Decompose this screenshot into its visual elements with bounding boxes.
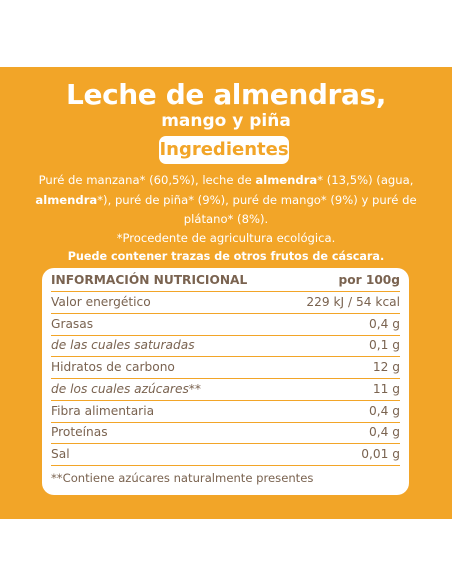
nutrient-value: 11 g: [372, 381, 400, 396]
nutrient-value: 12 g: [372, 360, 400, 375]
nutrition-table: INFORMACIÓN NUTRICIONAL por 100g Valor e…: [42, 268, 409, 495]
ingredients-allergen: almendra: [35, 192, 98, 207]
nutrition-row: Proteínas 0,4 g: [51, 422, 400, 445]
nutrition-row: Grasas 0,4 g: [51, 314, 400, 336]
nutrition-row: de los cuales azúcares** 11 g: [51, 379, 400, 401]
nutrition-row: de las cuales saturadas 0,1 g: [51, 335, 400, 358]
ingredients-segment: * (13,5%) (agua,: [317, 173, 414, 187]
ingredients-segment: *), puré de piña* (9%), puré de mango* (…: [97, 192, 417, 227]
nutrient-name: Fibra alimentaria: [51, 403, 155, 418]
product-subtitle: mango y piña: [161, 111, 291, 131]
ingredients-segment: Puré de manzana* (60,5%), leche de: [38, 173, 256, 187]
nutrient-value: 0,01 g: [361, 446, 400, 461]
organic-note: *Procedente de agricultura ecológica.: [116, 231, 336, 245]
nutrition-header-value: por 100g: [338, 273, 400, 287]
nutrient-name: Valor energético: [51, 295, 151, 309]
nutrition-row: Fibra alimentaria 0,4 g: [51, 401, 400, 423]
nutrient-name: Proteínas: [51, 425, 108, 440]
nutrition-footnote: **Contiene azúcares naturalmente present…: [51, 471, 314, 485]
ingredients-heading-badge: Ingredientes: [159, 136, 289, 164]
ingredients-text: Puré de manzana* (60,5%), leche de almen…: [14, 171, 438, 230]
nutrition-header-label: INFORMACIÓN NUTRICIONAL: [51, 273, 248, 287]
nutrient-value: 0,4 g: [369, 403, 400, 418]
nutrient-name: Hidratos de carbono: [51, 360, 175, 375]
ingredients-allergen: almendra: [255, 173, 318, 187]
nutrition-row: Valor energético 229 kJ / 54 kcal: [51, 292, 400, 314]
nutrient-name: de los cuales azúcares**: [51, 381, 201, 396]
nutrient-value: 0,4 g: [369, 425, 400, 440]
traces-note: Puede contener trazas de otros frutos de…: [67, 250, 385, 263]
nutrient-name: Sal: [51, 446, 70, 461]
nutrition-row: Hidratos de carbono 12 g: [51, 357, 400, 380]
nutrient-value: 0,4 g: [369, 316, 400, 331]
product-title: Leche de almendras,: [66, 78, 386, 111]
nutrient-value: 0,1 g: [369, 338, 400, 353]
nutrition-header-row: INFORMACIÓN NUTRICIONAL por 100g: [51, 270, 400, 292]
nutrient-name: Grasas: [51, 316, 94, 331]
nutrition-row: Sal 0,01 g: [51, 444, 400, 466]
product-label-panel: Leche de almendras, mango y piña Ingredi…: [0, 67, 452, 519]
nutrient-name: de las cuales saturadas: [51, 338, 195, 353]
nutrient-value: 229 kJ / 54 kcal: [306, 295, 400, 309]
